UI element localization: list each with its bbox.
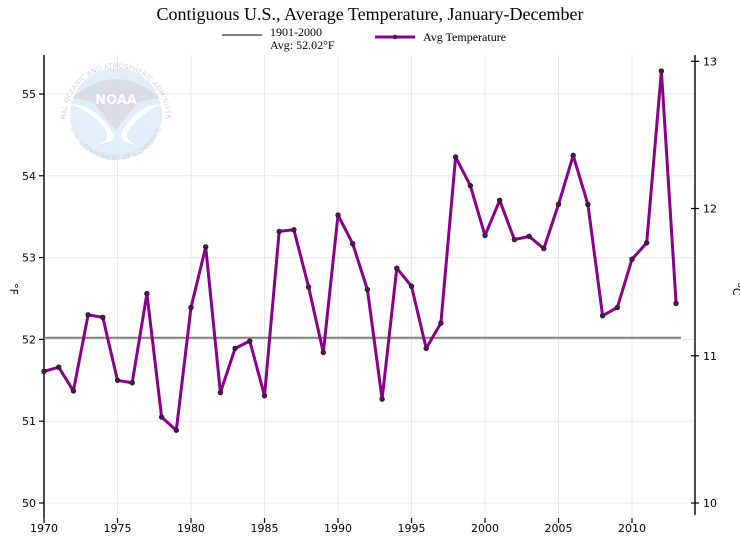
- data-point[interactable]: [438, 320, 444, 326]
- y-tick-label-left: 55: [22, 88, 36, 101]
- data-point[interactable]: [408, 283, 415, 289]
- data-point[interactable]: [247, 338, 253, 344]
- data-point[interactable]: [467, 182, 473, 189]
- data-point[interactable]: [364, 286, 371, 293]
- data-point[interactable]: [335, 212, 341, 218]
- series-line-avg-temperature: [43, 69, 678, 432]
- data-point[interactable]: [673, 300, 679, 307]
- legend-reference-label-1: 1901-2000: [270, 25, 322, 39]
- data-point[interactable]: [100, 314, 106, 321]
- data-point[interactable]: [158, 414, 165, 420]
- x-tick-label: 1975: [104, 522, 132, 535]
- y-tick-label-right: 13: [703, 55, 717, 68]
- data-point[interactable]: [526, 233, 532, 240]
- data-point[interactable]: [129, 380, 135, 386]
- data-point[interactable]: [643, 240, 650, 246]
- data-point[interactable]: [658, 68, 665, 74]
- logo-name: NOAA: [95, 93, 137, 108]
- x-tick-label: 1995: [398, 522, 426, 535]
- data-point[interactable]: [114, 377, 121, 383]
- data-point[interactable]: [70, 388, 77, 394]
- logo-bird-left: [70, 104, 114, 144]
- data-point[interactable]: [291, 227, 297, 233]
- data-point[interactable]: [41, 368, 47, 375]
- data-point[interactable]: [482, 232, 488, 239]
- legend-reference-label-2: Avg: 52.02°F: [270, 38, 335, 52]
- x-tick-label: 2005: [545, 522, 573, 535]
- data-point[interactable]: [555, 201, 562, 208]
- data-point[interactable]: [173, 427, 180, 433]
- axes: 1970 1975 1980 1985 1990 1995 2000 2005 2010 50 51…: [22, 55, 717, 535]
- data-point[interactable]: [394, 265, 400, 271]
- data-point[interactable]: [203, 244, 209, 250]
- x-tick-label: 2010: [618, 522, 646, 535]
- data-point[interactable]: [599, 312, 606, 319]
- data-point[interactable]: [85, 312, 91, 318]
- y-tick-label-right: 10: [703, 497, 717, 510]
- data-point[interactable]: [320, 349, 326, 356]
- data-point[interactable]: [305, 284, 312, 290]
- x-tick-label: 1980: [177, 522, 205, 535]
- logo-sky: [72, 79, 160, 130]
- legend-series-label: Avg Temperature: [423, 30, 506, 44]
- y-tick-label-left: 53: [22, 252, 36, 265]
- data-point[interactable]: [261, 393, 268, 399]
- x-tick-label: 1985: [251, 522, 279, 535]
- data-point[interactable]: [232, 345, 238, 352]
- legend-series-marker: [392, 34, 398, 40]
- y-tick-label-left: 51: [22, 415, 36, 428]
- x-tick-label: 2000: [471, 522, 499, 535]
- data-point[interactable]: [144, 290, 150, 297]
- data-point[interactable]: [350, 240, 356, 247]
- data-point[interactable]: [570, 152, 576, 159]
- y-tick-label-right: 12: [703, 203, 717, 216]
- data-point[interactable]: [511, 236, 518, 243]
- series-layer: [41, 68, 679, 433]
- y-axis-label-right: °C: [730, 282, 740, 296]
- y-axis-label-left: °F: [7, 283, 20, 295]
- y-tick-label-right: 11: [703, 350, 717, 363]
- legend-item-avg-temperature[interactable]: Avg Temperature: [375, 30, 506, 44]
- data-point[interactable]: [423, 345, 429, 352]
- y-tick-label-left: 50: [22, 497, 36, 510]
- legend: 1901-2000 Avg: 52.02°F Avg Temperature: [222, 25, 506, 52]
- logo-bird-right: [121, 104, 162, 144]
- data-point[interactable]: [585, 201, 591, 208]
- chart-title: Contiguous U.S., Average Temperature, Ja…: [157, 4, 584, 24]
- data-point[interactable]: [379, 396, 385, 402]
- x-tick-label: 1970: [30, 522, 58, 535]
- data-point[interactable]: [188, 304, 194, 311]
- legend-item-reference[interactable]: 1901-2000 Avg: 52.02°F: [222, 25, 335, 52]
- noaa-logo-watermark: NOAA NATIONAL OCEANIC AND ATMOSPHERIC AD…: [0, 0, 172, 162]
- data-point[interactable]: [541, 245, 547, 252]
- data-point[interactable]: [614, 304, 620, 311]
- y-tick-label-left: 54: [22, 170, 36, 183]
- x-tick-label: 1990: [324, 522, 352, 535]
- data-point[interactable]: [55, 364, 62, 370]
- data-point[interactable]: [629, 256, 635, 262]
- data-point[interactable]: [276, 228, 282, 235]
- data-point[interactable]: [497, 197, 503, 204]
- data-point[interactable]: [217, 389, 224, 396]
- data-point[interactable]: [452, 154, 459, 160]
- y-tick-label-left: 52: [22, 333, 36, 346]
